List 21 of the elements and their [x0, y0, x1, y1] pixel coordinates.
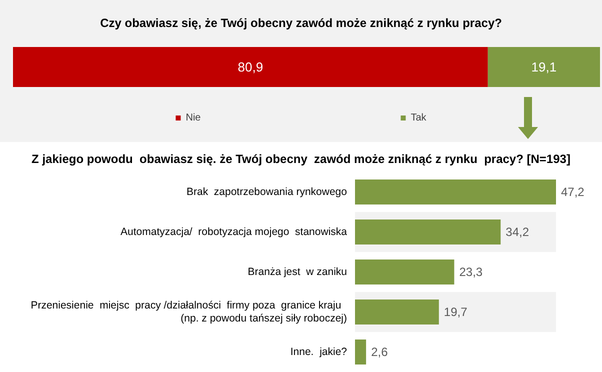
bar — [355, 260, 454, 284]
data-label: 80,9 — [238, 60, 264, 74]
y-tick-label: Inne. jakie? — [290, 346, 348, 358]
data-label: 19,1 — [531, 60, 557, 74]
legend-label: Tak — [410, 112, 428, 124]
bar — [355, 300, 439, 324]
y-tick-label: Branża jest w zaniku — [248, 266, 348, 278]
y-tick-label: Przeniesienie miejsc pracy /działalności firmy poza granice kraju (np. z powodu tańszej siły roboczej) — [30, 300, 347, 324]
chart-title: Czy obawiasz się, że Twój obecny zawód może zniknąć z rynku pracy? — [100, 16, 502, 30]
y-tick-label: Brak zapotrzebowania rynkowego — [186, 186, 348, 198]
data-label: 34,2 — [506, 225, 530, 239]
data-label: 2,6 — [371, 345, 388, 359]
chart-title: Z jakiego powodu obawiasz się. że Twój obecny zawód może zniknąć z rynku pracy? [N=193] — [32, 152, 570, 166]
data-label: 47,2 — [561, 185, 585, 199]
bar — [355, 340, 366, 364]
legend-label: Nie — [186, 112, 202, 124]
bar — [355, 180, 556, 204]
y-tick-label: Automatyzacja/ robotyzacja mojego stanowiska — [120, 226, 348, 238]
bar — [355, 220, 501, 244]
data-label: 23,3 — [459, 265, 483, 279]
data-label: 19,7 — [444, 305, 468, 319]
